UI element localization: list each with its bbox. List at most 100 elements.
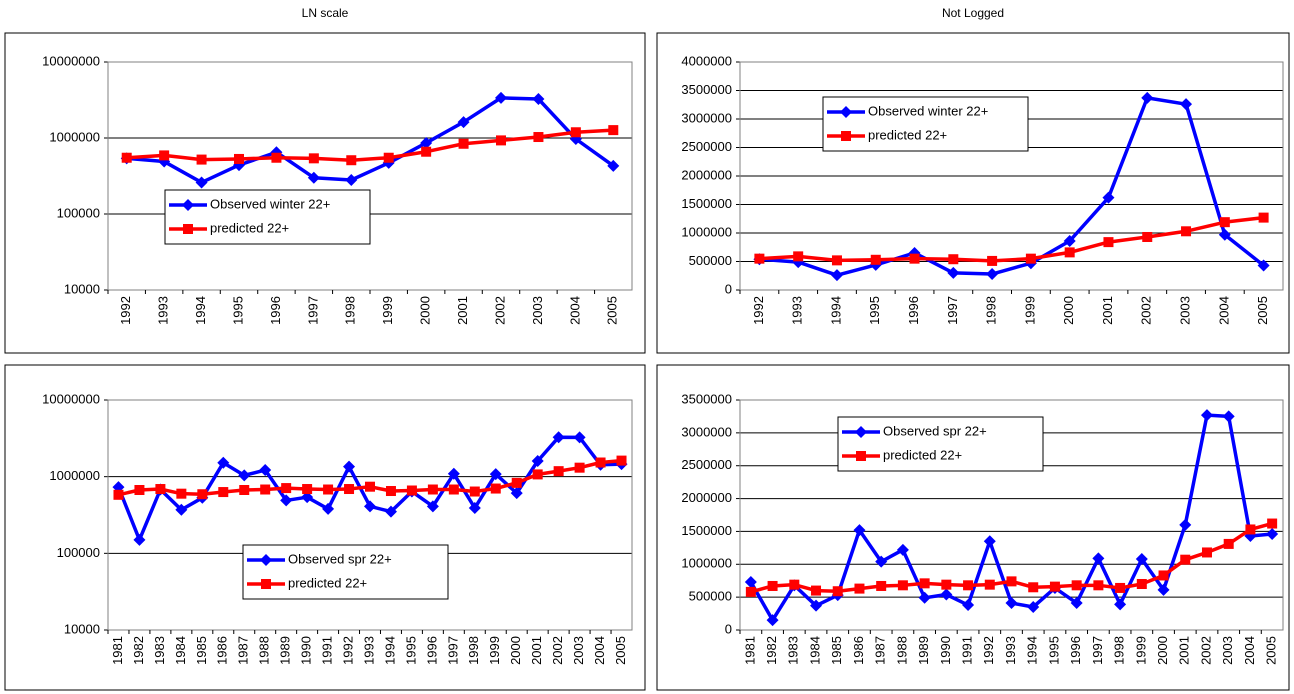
x-tick-label: 2002 (1139, 296, 1154, 325)
legend-box (242, 544, 449, 600)
panel-border (4, 32, 646, 354)
marker (1136, 579, 1147, 589)
marker (468, 502, 481, 515)
x-tick-label: 1985 (829, 636, 844, 665)
marker (1063, 234, 1076, 247)
x-tick-label: 1993 (1003, 636, 1018, 665)
y-tick-label: 500000 (689, 589, 732, 604)
x-tick-label: 2004 (592, 636, 607, 665)
marker (876, 580, 887, 591)
marker (448, 484, 459, 495)
x-tick-label: 2002 (492, 296, 507, 325)
x-tick-label: 1985 (194, 636, 209, 665)
marker (1258, 212, 1269, 223)
marker (195, 176, 208, 189)
marker (238, 469, 251, 482)
marker (260, 554, 272, 566)
marker (1027, 601, 1040, 613)
marker (1070, 597, 1083, 610)
x-tick-label: 1983 (152, 636, 167, 665)
marker (183, 224, 193, 234)
marker (855, 426, 867, 438)
marker (1135, 553, 1148, 566)
x-tick-label: 2004 (567, 296, 582, 325)
y-tick-label: 3000000 (681, 110, 732, 125)
marker (574, 462, 585, 473)
marker (175, 503, 188, 516)
x-tick-label: 1984 (173, 636, 188, 665)
marker (420, 136, 433, 149)
y-tick-label: 2000000 (681, 167, 732, 182)
y-tick-label: 3500000 (681, 391, 732, 406)
marker (983, 535, 996, 548)
marker (1064, 247, 1075, 258)
x-tick-label: 1999 (487, 636, 502, 665)
x-tick-label: 1989 (916, 636, 931, 665)
x-tick-label: 2000 (418, 296, 433, 325)
marker (301, 491, 314, 504)
panel-border (656, 364, 1290, 691)
marker (811, 585, 822, 596)
marker (573, 431, 586, 444)
y-tick-label: 10000000 (42, 391, 100, 406)
legend-label: predicted 22+ (210, 220, 289, 235)
marker (840, 106, 852, 118)
marker (918, 591, 931, 604)
y-tick-label: 100000 (57, 205, 100, 220)
marker (1142, 231, 1153, 242)
marker (962, 599, 975, 612)
x-tick-label: 1997 (945, 296, 960, 325)
marker (1093, 580, 1104, 591)
x-tick-label: 1999 (1133, 636, 1148, 665)
x-tick-label: 1991 (959, 636, 974, 665)
x-tick-label: 2003 (1220, 636, 1235, 665)
marker (383, 152, 394, 163)
marker (308, 153, 319, 164)
marker (532, 469, 543, 480)
marker (176, 488, 187, 499)
y-tick-label: 3500000 (681, 82, 732, 97)
marker (490, 483, 501, 494)
x-tick-label: 1996 (906, 296, 921, 325)
x-tick-label: 1997 (1090, 636, 1105, 665)
marker (1158, 570, 1169, 581)
x-tick-label: 2004 (1242, 636, 1257, 665)
marker (854, 583, 865, 594)
marker (346, 155, 357, 166)
x-tick-label: 1998 (984, 296, 999, 325)
legend-box (164, 189, 371, 245)
marker (744, 576, 757, 589)
marker (421, 146, 432, 157)
y-tick-label: 2500000 (681, 457, 732, 472)
marker (406, 485, 417, 496)
marker (458, 138, 469, 149)
x-tick-label: 1982 (764, 636, 779, 665)
marker (870, 254, 881, 265)
y-tick-label: 10000 (64, 281, 100, 296)
x-tick-label: 1990 (938, 636, 953, 665)
marker (1257, 259, 1270, 272)
x-tick-label: 1992 (118, 296, 133, 325)
marker (364, 500, 376, 513)
marker (511, 477, 522, 488)
marker (322, 502, 335, 515)
marker (1219, 217, 1230, 228)
panel-border (656, 32, 1290, 354)
marker (280, 494, 293, 507)
marker (908, 246, 921, 259)
y-tick-label: 0 (725, 281, 732, 296)
marker (281, 483, 292, 494)
series-line (759, 215, 1264, 263)
marker (1157, 583, 1170, 596)
x-tick-label: 1991 (320, 636, 335, 665)
marker (767, 580, 778, 591)
legend-label: Observed winter 22+ (868, 103, 988, 118)
x-tick-label: 1995 (867, 296, 882, 325)
marker (553, 466, 564, 477)
marker (948, 254, 959, 265)
x-tick-label: 1999 (380, 296, 395, 325)
marker (496, 135, 506, 146)
marker (1005, 597, 1018, 610)
marker (963, 580, 974, 591)
marker (345, 174, 358, 187)
